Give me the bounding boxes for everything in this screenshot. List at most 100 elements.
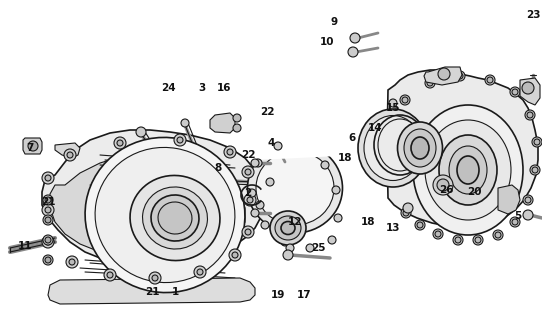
Circle shape	[104, 269, 116, 281]
Circle shape	[45, 239, 51, 245]
Circle shape	[194, 266, 206, 278]
Text: 19: 19	[271, 290, 285, 300]
Circle shape	[415, 220, 425, 230]
Circle shape	[227, 149, 233, 155]
Circle shape	[248, 189, 256, 197]
Circle shape	[510, 87, 520, 97]
Ellipse shape	[143, 187, 208, 249]
Circle shape	[45, 217, 51, 223]
Circle shape	[350, 33, 360, 43]
Circle shape	[224, 146, 236, 158]
Circle shape	[512, 219, 518, 225]
Circle shape	[67, 152, 73, 158]
Circle shape	[242, 166, 254, 178]
Circle shape	[435, 231, 441, 237]
Text: 22: 22	[260, 107, 274, 117]
Polygon shape	[42, 130, 265, 267]
Ellipse shape	[364, 116, 422, 180]
Text: 1: 1	[171, 287, 179, 297]
Text: 26: 26	[439, 185, 453, 195]
Circle shape	[485, 75, 495, 85]
Circle shape	[332, 186, 340, 194]
Circle shape	[174, 134, 186, 146]
Ellipse shape	[404, 129, 436, 167]
Circle shape	[247, 197, 253, 203]
Text: 12: 12	[288, 217, 302, 227]
Circle shape	[334, 214, 342, 222]
Circle shape	[242, 226, 254, 238]
Circle shape	[530, 165, 540, 175]
Text: 20: 20	[467, 187, 481, 197]
Circle shape	[455, 237, 461, 243]
Polygon shape	[48, 278, 255, 304]
Circle shape	[274, 142, 282, 150]
Circle shape	[525, 197, 531, 203]
Circle shape	[254, 159, 262, 167]
Ellipse shape	[85, 137, 245, 292]
Ellipse shape	[130, 175, 220, 260]
Circle shape	[45, 197, 51, 203]
Ellipse shape	[439, 135, 497, 205]
Text: 2: 2	[244, 188, 251, 198]
Ellipse shape	[248, 143, 343, 233]
Ellipse shape	[275, 216, 301, 240]
Text: 18: 18	[338, 153, 352, 163]
Circle shape	[523, 210, 533, 220]
Circle shape	[389, 99, 397, 107]
Polygon shape	[387, 70, 538, 227]
Polygon shape	[50, 155, 245, 263]
Circle shape	[438, 68, 450, 80]
Circle shape	[233, 124, 241, 132]
Polygon shape	[424, 67, 462, 85]
Circle shape	[534, 139, 540, 145]
Circle shape	[266, 178, 274, 186]
Text: 14: 14	[367, 123, 382, 133]
Text: 24: 24	[160, 83, 175, 93]
Circle shape	[43, 255, 53, 265]
Polygon shape	[23, 138, 42, 154]
Circle shape	[348, 47, 358, 57]
Circle shape	[532, 167, 538, 173]
Ellipse shape	[457, 156, 479, 184]
Circle shape	[45, 257, 51, 263]
Circle shape	[306, 244, 314, 252]
Text: 4: 4	[267, 138, 275, 148]
Text: 15: 15	[386, 103, 400, 113]
Circle shape	[152, 275, 158, 281]
Circle shape	[475, 237, 481, 243]
Circle shape	[527, 112, 533, 118]
Ellipse shape	[151, 195, 199, 241]
Polygon shape	[498, 185, 520, 214]
Text: 22: 22	[241, 150, 255, 160]
Circle shape	[256, 201, 264, 209]
Circle shape	[402, 97, 408, 103]
Circle shape	[400, 95, 410, 105]
Circle shape	[251, 159, 259, 167]
Circle shape	[525, 110, 535, 120]
Circle shape	[107, 272, 113, 278]
Text: 5: 5	[514, 211, 521, 221]
Circle shape	[283, 250, 293, 260]
Text: 16: 16	[217, 83, 231, 93]
Text: 11: 11	[18, 241, 33, 251]
Text: 18: 18	[361, 217, 375, 227]
Circle shape	[403, 210, 409, 216]
Circle shape	[286, 244, 294, 252]
Circle shape	[43, 195, 53, 205]
Circle shape	[42, 236, 54, 248]
Text: 13: 13	[386, 223, 400, 233]
Circle shape	[437, 179, 449, 191]
Circle shape	[328, 236, 336, 244]
Ellipse shape	[397, 122, 442, 174]
Text: 7: 7	[27, 143, 34, 153]
Circle shape	[510, 217, 520, 227]
Circle shape	[433, 175, 453, 195]
Circle shape	[427, 80, 433, 86]
Ellipse shape	[95, 148, 235, 283]
Circle shape	[69, 259, 75, 265]
Ellipse shape	[413, 105, 523, 235]
Circle shape	[117, 140, 123, 146]
Circle shape	[453, 235, 463, 245]
Circle shape	[64, 149, 76, 161]
Circle shape	[417, 222, 423, 228]
